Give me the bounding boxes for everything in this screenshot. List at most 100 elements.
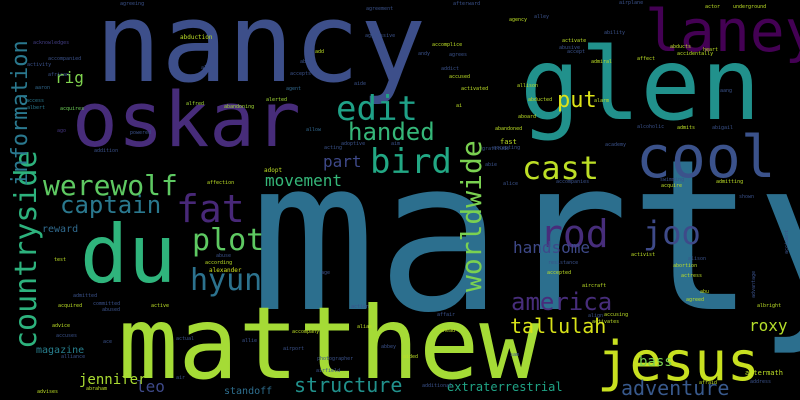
word-worldwide: worldwide [455,140,488,292]
word-matthew: matthew [118,285,540,400]
word-alley: alley [534,14,550,20]
word-alfred: alfred [186,101,205,107]
word-accomplice: accomplice [432,42,463,48]
word-aang: aang [720,88,733,94]
word-academy: academy [605,142,627,148]
word-advises: advises [37,389,59,395]
word-alison: alison [688,256,707,262]
word-structure: structure [294,373,403,397]
word-abigail: abigail [712,125,734,131]
word-abby: abby [300,59,313,65]
word-affection: affection [207,180,235,186]
word-alien: alien [201,65,217,71]
word-albert: albert [27,105,46,111]
word-acting: acting [324,145,343,151]
word-aboard: aboard [518,114,537,120]
word-accused: accused [449,74,471,80]
word-additional: additional [422,383,453,389]
word-ai: ai [456,103,463,109]
word-admits: admits [677,125,696,131]
word-agreed: agreed [686,297,705,303]
word-align: align [588,313,604,319]
word-handsome: handsome [513,238,591,257]
word-accompany: accompany [292,329,320,335]
word-aircraft: aircraft [582,283,607,289]
word-accept: accept [567,49,586,55]
word-agent: agent [286,86,302,92]
word-abusive: abusive [559,45,581,51]
word-according: according [205,260,233,266]
word-powered: powered [130,130,152,136]
word-advice: advice [52,323,71,329]
word-accident: accident [784,229,790,254]
word-activity: activity [27,62,52,68]
word-alliance: alliance [61,354,86,360]
word-test: test [54,257,67,263]
word-shown: shown [739,194,755,200]
word-allow: allow [306,127,322,133]
word-aftermath: aftermath [745,369,783,377]
word-swimming: swimming [660,177,685,183]
word-adventure: adventure [621,376,730,400]
word-handed: handed [348,118,435,146]
word-laney: laney [645,0,800,65]
word-acquire: acquire [661,183,683,189]
word-du: du [80,208,177,301]
word-albright: albright [757,303,782,309]
word-edit: edit [336,89,418,129]
word-admitted: admitted [73,293,98,299]
word-abu: abu [700,289,710,295]
word-america: america [511,288,613,316]
word-adoptive: adoptive [341,141,366,147]
word-airplane: airplane [619,0,644,6]
word-ago: ago [57,128,67,134]
word-aide: aide [354,81,367,87]
word-cool: cool [636,123,776,191]
word-captain: captain [60,191,162,219]
word-access: access [26,98,45,104]
word-abuse: abuse [216,253,232,259]
word-fat: fat [176,187,245,231]
word-magazine: magazine [36,345,85,356]
word-abortion: abortion [673,263,698,269]
word-active: active [151,303,170,309]
word-abbey: abbey [381,344,397,350]
word-reward: reward [42,224,79,235]
word-agreeing: agreeing [120,1,145,7]
word-jesus: jesus [597,330,760,393]
word-adopt: adopt [264,167,283,174]
word-ability: ability [604,30,626,36]
word-glen: glen [520,26,761,143]
word-fast: fast [500,138,517,146]
word-hyun: hyun [190,263,263,298]
word-activist: activist [631,252,656,258]
word-jennifer: jennifer [79,372,147,388]
word-joo: joo [643,214,701,252]
word-movement: movement [265,171,343,190]
word-abandoned: abandoned [495,126,523,132]
word-resistance: resistance [548,260,579,266]
word-accepting: accepting [493,145,521,151]
word-admiral: admiral [591,59,613,65]
word-activate: activate [562,38,587,44]
word-add: add [315,49,325,55]
word-heart: heart [703,47,719,53]
word-activated: activated [461,86,489,92]
word-alarm: alarm [594,98,610,104]
word-committed: committed [93,301,121,307]
word-afraid: afraid [699,380,718,386]
word-acquires: acquires [60,106,85,112]
word-advantage: advantage [751,270,757,298]
word-photographer: photographer [317,356,354,362]
word-allie: allie [242,338,258,344]
word-agreement: agreement [366,6,394,12]
word-alice: alice [503,181,519,187]
word-nancy: nancy [95,0,427,107]
word-leo: leo [136,377,165,396]
word-acquired: acquired [58,303,83,309]
word-alias: alias [357,324,373,330]
word-standoff: standoff [224,386,273,397]
word-abducts: abducts [670,44,692,50]
word-airport: airport [283,346,305,352]
